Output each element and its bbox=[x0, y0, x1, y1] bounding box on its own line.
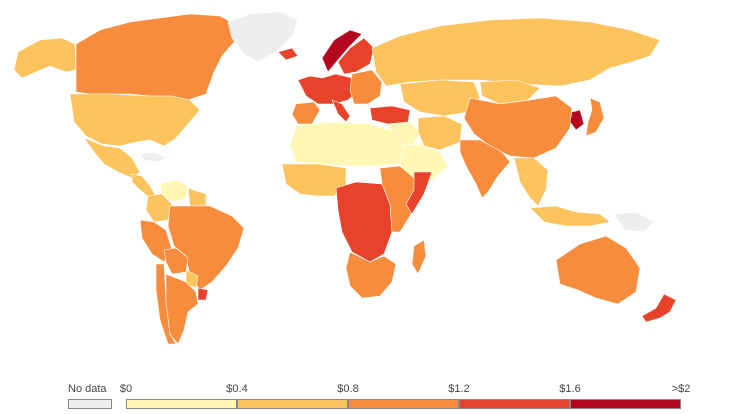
region-central-africa[interactable] bbox=[335, 181, 393, 263]
map-canvas bbox=[13, 11, 677, 345]
region-indonesia[interactable] bbox=[529, 205, 611, 227]
region-norway[interactable] bbox=[321, 29, 363, 73]
legend-tick-0: $0 bbox=[119, 383, 133, 395]
region-southern-africa[interactable] bbox=[345, 251, 397, 299]
region-turkey[interactable] bbox=[369, 105, 411, 125]
region-north-africa[interactable] bbox=[289, 121, 405, 167]
region-iran[interactable] bbox=[417, 115, 463, 151]
legend-swatch-bin-0 bbox=[126, 399, 237, 409]
region-cuba bbox=[139, 151, 167, 163]
region-somalia[interactable] bbox=[405, 171, 433, 215]
legend-tick-3: $1.2 bbox=[448, 383, 470, 395]
region-greenland bbox=[227, 11, 299, 63]
region-argentina[interactable] bbox=[165, 273, 199, 345]
legend-tick-5: >$2 bbox=[671, 383, 691, 395]
region-colombia[interactable] bbox=[145, 193, 173, 223]
region-korea[interactable] bbox=[569, 109, 585, 131]
region-iceland[interactable] bbox=[277, 47, 299, 61]
region-brazil[interactable] bbox=[167, 205, 245, 291]
region-papua bbox=[613, 211, 655, 233]
legend-tick-1: $0.4 bbox=[226, 383, 248, 395]
legend-swatch-bin-3 bbox=[459, 399, 570, 409]
legend-swatch-bin-4 bbox=[570, 399, 681, 409]
region-italy[interactable] bbox=[331, 99, 351, 123]
region-southeast-asia[interactable] bbox=[513, 157, 549, 207]
region-paraguay[interactable] bbox=[185, 269, 199, 289]
region-united-states[interactable] bbox=[69, 93, 201, 147]
region-east-africa[interactable] bbox=[379, 165, 419, 233]
region-eastern-europe[interactable] bbox=[349, 69, 383, 105]
legend-no-data-label: No data bbox=[68, 383, 107, 395]
region-japan[interactable] bbox=[585, 97, 605, 137]
region-australia[interactable] bbox=[555, 235, 641, 305]
region-south-asia[interactable] bbox=[459, 139, 511, 199]
legend-swatch-bin-2 bbox=[348, 399, 459, 409]
color-legend: No data $0 $0.4 $0.8 $1.2 $1.6 >$2 bbox=[0, 372, 746, 414]
legend-swatch-bin-1 bbox=[237, 399, 348, 409]
region-guianas[interactable] bbox=[187, 187, 207, 207]
region-alaska[interactable] bbox=[13, 37, 77, 79]
region-canada[interactable] bbox=[75, 13, 239, 101]
world-choropleth-map bbox=[13, 11, 677, 345]
region-madagascar[interactable] bbox=[411, 239, 427, 275]
region-new-zealand[interactable] bbox=[641, 293, 677, 323]
legend-tick-2: $0.8 bbox=[337, 383, 359, 395]
region-uruguay[interactable] bbox=[197, 287, 209, 301]
region-sweden-finland[interactable] bbox=[337, 37, 375, 75]
region-iberia[interactable] bbox=[291, 101, 321, 125]
region-russia[interactable] bbox=[371, 17, 661, 87]
legend-tick-4: $1.6 bbox=[559, 383, 581, 395]
region-west-africa[interactable] bbox=[281, 163, 347, 197]
region-china[interactable] bbox=[463, 95, 573, 159]
region-central-america[interactable] bbox=[131, 173, 157, 199]
legend-swatch-no-data bbox=[68, 399, 112, 409]
